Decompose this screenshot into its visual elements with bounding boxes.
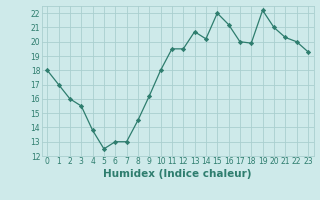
X-axis label: Humidex (Indice chaleur): Humidex (Indice chaleur) [103,169,252,179]
